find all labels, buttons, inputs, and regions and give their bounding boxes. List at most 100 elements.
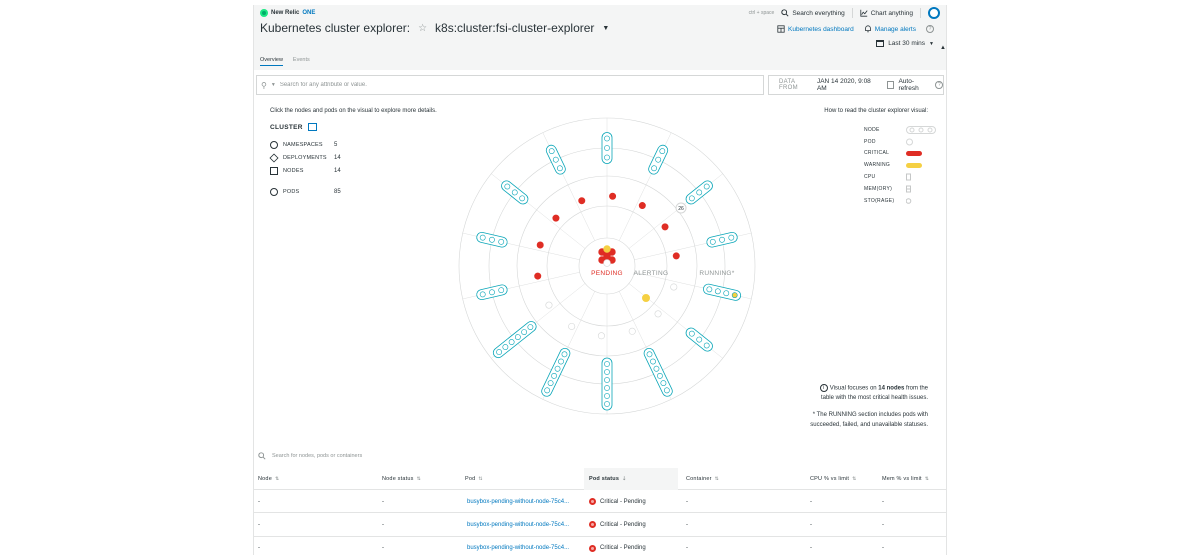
node-pod[interactable] bbox=[479, 234, 486, 241]
help-icon[interactable]: ? bbox=[935, 81, 943, 89]
node-pod[interactable] bbox=[604, 385, 610, 391]
pending-pod[interactable] bbox=[603, 245, 611, 253]
node-pod[interactable] bbox=[604, 369, 610, 375]
node-capsule[interactable] bbox=[500, 179, 530, 206]
column-header-mem[interactable]: Mem % vs limit ⇅ bbox=[882, 468, 929, 490]
node-capsule[interactable] bbox=[647, 144, 669, 176]
node-pod[interactable] bbox=[527, 323, 534, 331]
node-pod[interactable] bbox=[502, 343, 509, 350]
node-capsule[interactable] bbox=[702, 283, 742, 301]
filter-search-input[interactable] bbox=[279, 82, 680, 88]
node-pod[interactable] bbox=[495, 348, 503, 355]
node-pod[interactable] bbox=[508, 338, 515, 345]
node-pod[interactable] bbox=[731, 292, 738, 299]
node-pod[interactable] bbox=[604, 401, 610, 407]
chevron-down-icon[interactable]: ▼ bbox=[602, 24, 610, 32]
node-pod[interactable] bbox=[498, 287, 505, 294]
chevron-down-icon[interactable]: ▼ bbox=[270, 82, 276, 88]
node-pod[interactable] bbox=[552, 156, 559, 163]
node-pod[interactable] bbox=[489, 236, 495, 243]
collapse-header-icon[interactable]: ▲ bbox=[940, 45, 946, 51]
node-pod[interactable] bbox=[709, 238, 716, 245]
node-pod[interactable] bbox=[479, 291, 486, 298]
node-pod[interactable] bbox=[604, 154, 610, 161]
pod-dot[interactable] bbox=[654, 310, 662, 318]
node-pod[interactable] bbox=[489, 289, 495, 296]
node-capsule[interactable] bbox=[706, 231, 738, 248]
favorite-star-icon[interactable]: ☆ bbox=[418, 22, 428, 34]
node-pod[interactable] bbox=[558, 358, 565, 365]
pending-pod[interactable] bbox=[603, 259, 611, 267]
node-pod[interactable] bbox=[714, 288, 721, 295]
node-pod[interactable] bbox=[604, 393, 610, 399]
pod-dot[interactable] bbox=[536, 241, 544, 249]
node-pod[interactable] bbox=[655, 156, 662, 163]
kubernetes-dashboard-link[interactable]: Kubernetes dashboard bbox=[777, 25, 854, 33]
node-pod[interactable] bbox=[604, 145, 610, 151]
node-pod[interactable] bbox=[646, 351, 653, 358]
node-pod[interactable] bbox=[660, 380, 667, 387]
node-pod[interactable] bbox=[544, 387, 551, 394]
manage-alerts-link[interactable]: Manage alerts bbox=[864, 25, 916, 33]
search-everything-button[interactable]: Search everything bbox=[781, 9, 845, 17]
column-header-container[interactable]: Container ⇅ bbox=[686, 468, 719, 490]
node-pod[interactable] bbox=[663, 387, 670, 394]
node-pod[interactable] bbox=[723, 290, 730, 297]
node-capsule[interactable] bbox=[601, 132, 613, 164]
node-pod[interactable] bbox=[656, 372, 663, 379]
node-pod[interactable] bbox=[728, 234, 735, 241]
node-capsule[interactable] bbox=[491, 319, 538, 359]
node-pod[interactable] bbox=[659, 148, 666, 155]
filter-icon[interactable]: ⚲ bbox=[261, 80, 267, 90]
pod-dot[interactable] bbox=[670, 283, 678, 291]
user-avatar-icon[interactable] bbox=[928, 7, 940, 19]
time-picker[interactable]: Last 30 mins ▼ bbox=[876, 40, 934, 47]
node-pod[interactable] bbox=[604, 135, 610, 142]
node-pod[interactable] bbox=[604, 361, 610, 367]
table-row[interactable]: - - busybox-pending-without-node-75c4...… bbox=[254, 513, 946, 537]
node-capsule[interactable] bbox=[684, 326, 714, 353]
node-pod[interactable] bbox=[688, 195, 695, 202]
column-header-pod[interactable]: Pod ⇅ bbox=[465, 468, 483, 490]
node-pod[interactable] bbox=[703, 342, 710, 349]
node-pod[interactable] bbox=[514, 333, 521, 340]
node-pod[interactable] bbox=[653, 365, 660, 372]
pod-dot-warning[interactable] bbox=[642, 294, 650, 302]
visual-nodes[interactable] bbox=[476, 132, 742, 411]
column-header-pod-status[interactable]: Pod status ⇣ bbox=[584, 468, 678, 490]
node-pod[interactable] bbox=[604, 377, 610, 383]
node-pod[interactable] bbox=[651, 165, 658, 172]
pod-link[interactable]: busybox-pending-without-node-75c4... bbox=[467, 521, 570, 528]
pod-dot[interactable] bbox=[568, 322, 576, 330]
node-pod[interactable] bbox=[504, 183, 511, 190]
node-capsule[interactable] bbox=[540, 347, 572, 398]
node-capsule[interactable] bbox=[684, 179, 714, 206]
cluster-selector[interactable]: k8s:cluster:fsi-cluster-explorer bbox=[435, 21, 595, 35]
logo[interactable]: New Relic ONE bbox=[260, 9, 315, 17]
tab-overview[interactable]: Overview bbox=[260, 57, 283, 66]
pod-dot[interactable] bbox=[578, 197, 586, 205]
node-pod[interactable] bbox=[520, 328, 528, 335]
node-capsule[interactable] bbox=[642, 347, 674, 398]
node-pod[interactable] bbox=[551, 372, 558, 379]
node-pod[interactable] bbox=[561, 351, 568, 358]
node-pod[interactable] bbox=[703, 183, 710, 190]
node-pod[interactable] bbox=[696, 189, 703, 196]
table-search-input[interactable] bbox=[272, 453, 572, 459]
pod-link[interactable]: busybox-pending-without-node-75c4... bbox=[467, 545, 570, 552]
node-capsule[interactable] bbox=[545, 144, 567, 176]
node-pod[interactable] bbox=[719, 236, 725, 243]
node-pod[interactable] bbox=[696, 336, 703, 343]
table-row[interactable]: - - busybox-pending-without-node-75c4...… bbox=[254, 490, 946, 514]
node-pod[interactable] bbox=[519, 195, 526, 202]
node-pod[interactable] bbox=[556, 165, 563, 172]
node-capsule[interactable] bbox=[601, 357, 613, 411]
pod-dot[interactable] bbox=[597, 332, 605, 340]
pod-dot[interactable] bbox=[661, 223, 669, 231]
column-header-node-status[interactable]: Node status ⇅ bbox=[382, 468, 421, 490]
pod-dot[interactable] bbox=[638, 202, 646, 210]
pod-dot[interactable] bbox=[545, 301, 553, 309]
help-icon[interactable]: ? bbox=[926, 25, 934, 33]
chart-anything-button[interactable]: Chart anything bbox=[860, 9, 913, 17]
column-header-cpu[interactable]: CPU % vs limit ⇅ bbox=[810, 468, 857, 490]
